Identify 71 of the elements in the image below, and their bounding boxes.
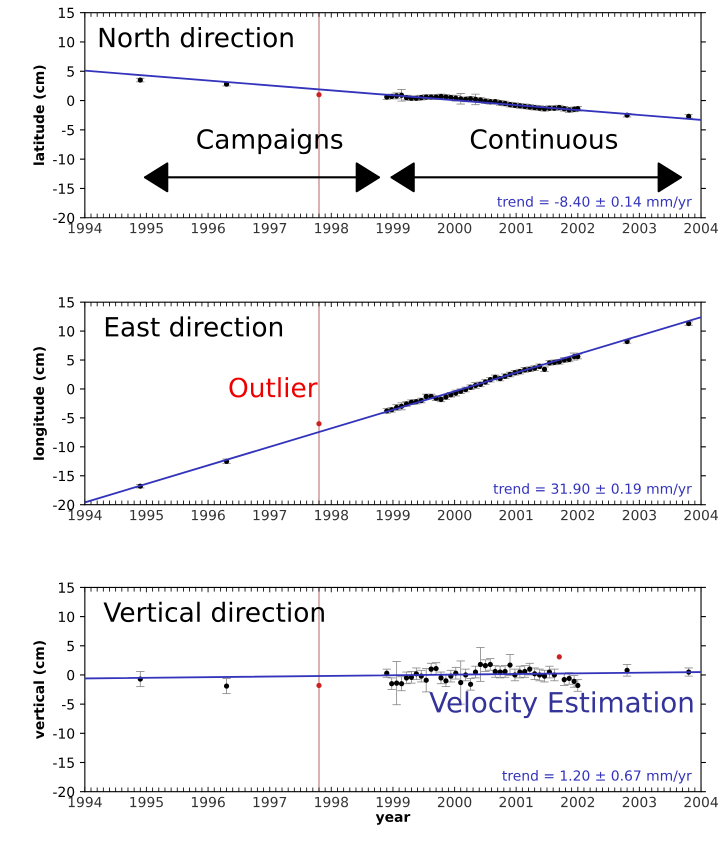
y-tick-label: -20 [53, 500, 74, 510]
x-tick-label: 2003 [622, 510, 656, 520]
x-tick-label: 1996 [192, 796, 225, 808]
y-tick-label: 15 [58, 582, 74, 593]
annotation: Velocity Estimation [429, 691, 693, 718]
y-tick-label: -10 [53, 728, 74, 739]
x-tick-label: 2004 [684, 796, 718, 808]
x-tick-label: 2000 [438, 222, 472, 234]
annotation: trend = 31.90 ± 0.19 mm/yr [493, 483, 692, 497]
x-tick-label: 1999 [376, 510, 410, 520]
y-tick-label: -5 [62, 413, 74, 424]
y-tick-label: 15 [58, 8, 74, 18]
annotation: Campaigns [197, 128, 342, 154]
y-tick-label: -15 [53, 758, 74, 768]
x-tick-label: 2003 [622, 222, 656, 234]
x-tick-label: 2004 [684, 510, 718, 520]
y-tick-label: 15 [58, 297, 74, 308]
y-axis-title: latitude (cm) [33, 66, 46, 165]
y-tick-label: -15 [53, 470, 74, 482]
y-tick-label: -5 [62, 125, 74, 136]
x-tick-label: 1998 [315, 796, 348, 808]
x-tick-label: 2003 [622, 796, 656, 808]
x-tick-label: 2000 [438, 510, 472, 520]
annotation: trend = -8.40 ± 0.14 mm/yr [497, 196, 692, 210]
y-tick-label: 10 [58, 612, 74, 622]
x-tick-label: 1997 [254, 510, 286, 520]
x-tick-label: 2002 [561, 222, 594, 234]
x-tick-label: 1997 [254, 796, 286, 808]
x-tick-label: 1994 [68, 796, 102, 808]
y-tick-label: -20 [53, 212, 74, 224]
annotation: North direction [100, 27, 293, 48]
x-tick-label: 1999 [376, 222, 410, 234]
annotation: East direction [106, 316, 282, 337]
x-tick-label: 1995 [130, 796, 163, 808]
y-tick-label: -5 [62, 699, 74, 710]
y-tick-label: 10 [58, 36, 74, 48]
y-axis-title: vertical (cm) [33, 641, 46, 739]
x-tick-label: 2002 [561, 796, 594, 808]
y-tick-label: -10 [53, 442, 74, 452]
x-tick-label: 2002 [561, 510, 594, 520]
x-tick-label: 1995 [130, 510, 163, 520]
y-tick-label: -20 [53, 786, 74, 798]
x-tick-label: 1996 [192, 510, 225, 520]
x-tick-label: 2000 [438, 796, 472, 808]
y-tick-label: 5 [67, 66, 74, 77]
annotation: trend = 1.20 ± 0.67 mm/yr [502, 770, 692, 784]
y-tick-label: 5 [67, 355, 74, 366]
annotation: Outlier [229, 377, 318, 398]
y-tick-label: 0 [67, 96, 74, 106]
x-tick-label: 1995 [130, 222, 163, 234]
y-tick-label: 5 [67, 640, 74, 652]
x-axis-title: year [376, 814, 410, 825]
x-tick-label: 1994 [68, 510, 102, 520]
y-axis-title: longitude (cm) [33, 347, 47, 460]
y-tick-label: 0 [67, 384, 74, 394]
x-tick-label: 2001 [500, 510, 533, 520]
y-tick-label: -15 [53, 184, 74, 194]
x-tick-label: 1998 [315, 222, 348, 234]
x-tick-label: 2001 [500, 222, 533, 234]
x-tick-label: 1997 [254, 222, 286, 234]
x-tick-label: 1994 [68, 222, 102, 234]
y-tick-label: -10 [53, 154, 74, 165]
x-tick-label: 1999 [376, 796, 410, 808]
y-tick-label: 0 [67, 670, 74, 680]
annotation: Continuous [470, 128, 618, 150]
x-tick-label: 1998 [315, 510, 348, 520]
x-tick-label: 2001 [500, 796, 533, 808]
x-tick-label: 2004 [684, 222, 718, 234]
y-tick-label: 10 [58, 326, 74, 337]
annotation: Vertical direction [104, 602, 324, 622]
x-tick-label: 1996 [192, 222, 225, 234]
